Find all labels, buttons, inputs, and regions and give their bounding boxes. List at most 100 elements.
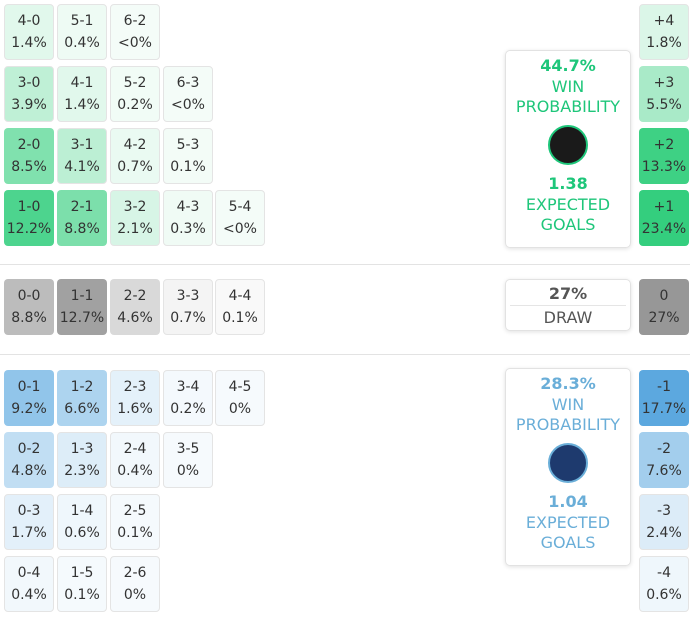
score-label: 5-1 <box>70 13 94 29</box>
score-label: 3-3 <box>176 288 200 304</box>
score-label: 3-4 <box>176 379 200 395</box>
score-label: 1-5 <box>70 565 94 581</box>
score-pct: <0% <box>118 35 152 51</box>
score-pct: 1.8% <box>646 35 682 51</box>
score-label: 2-0 <box>17 137 41 153</box>
score-pct: 0.3% <box>170 221 206 237</box>
score-pct: 12.7% <box>59 310 105 326</box>
score-pct: 13.3% <box>641 159 687 175</box>
score-cell: -2 7.6% <box>639 432 689 488</box>
team-summary: 28.3% WIN PROBABILITY 1.04 EXPECTED GOALS <box>505 368 631 566</box>
score-pct: 8.5% <box>11 159 47 175</box>
team-logo <box>548 125 588 165</box>
score-cell: 2-5 0.1% <box>110 494 160 550</box>
score-label: 0-0 <box>17 288 41 304</box>
score-pct: 0.7% <box>117 159 153 175</box>
score-cell: 5-4 <0% <box>215 190 265 246</box>
score-pct: 0% <box>123 587 147 603</box>
score-cell: 4-0 1.4% <box>4 4 54 60</box>
score-pct: <0% <box>223 221 257 237</box>
score-cell: 2-2 4.6% <box>110 279 160 335</box>
score-cell: -3 2.4% <box>639 494 689 550</box>
score-label: -3 <box>657 503 671 519</box>
score-pct: 0.6% <box>646 587 682 603</box>
score-cell: 6-2 <0% <box>110 4 160 60</box>
team-summary: 44.7% WIN PROBABILITY 1.38 EXPECTED GOALS <box>505 50 631 248</box>
score-pct: 12.2% <box>6 221 52 237</box>
score-cell: 1-2 6.6% <box>57 370 107 426</box>
score-cell: -1 17.7% <box>639 370 689 426</box>
score-label: -2 <box>657 441 671 457</box>
score-cell: 3-0 3.9% <box>4 66 54 122</box>
score-label: +4 <box>653 13 675 29</box>
score-label: 2-2 <box>123 288 147 304</box>
score-pct: 8.8% <box>11 310 47 326</box>
score-cell: 4-4 0.1% <box>215 279 265 335</box>
score-cell: 3-5 0% <box>163 432 213 488</box>
score-pct: 1.6% <box>117 401 153 417</box>
score-label: 3-1 <box>70 137 94 153</box>
score-pct: 0.6% <box>64 525 100 541</box>
score-label: 6-3 <box>176 75 200 91</box>
score-cell: 2-4 0.4% <box>110 432 160 488</box>
score-cell: 1-0 12.2% <box>4 190 54 246</box>
score-pct: 4.1% <box>64 159 100 175</box>
score-cell: 2-0 8.5% <box>4 128 54 184</box>
score-pct: 17.7% <box>641 401 687 417</box>
win-pct: 44.7% <box>540 56 596 75</box>
score-cell: 4-2 0.7% <box>110 128 160 184</box>
score-pct: 0.2% <box>170 401 206 417</box>
score-cell: 0-0 8.8% <box>4 279 54 335</box>
score-pct: 0.1% <box>222 310 258 326</box>
score-label: 5-2 <box>123 75 147 91</box>
score-pct: 0.4% <box>64 35 100 51</box>
draw-summary: 27% DRAW <box>505 279 631 331</box>
xg-label: EXPECTED GOALS <box>525 513 611 552</box>
score-label: 1-2 <box>70 379 94 395</box>
score-cell: +4 1.8% <box>639 4 689 60</box>
score-label: 0-4 <box>17 565 41 581</box>
score-pct: 5.5% <box>646 97 682 113</box>
score-cell: 3-2 2.1% <box>110 190 160 246</box>
score-label: 4-2 <box>123 137 147 153</box>
win-label: WIN PROBABILITY <box>515 77 621 116</box>
score-cell: 4-5 0% <box>215 370 265 426</box>
score-label: +3 <box>653 75 675 91</box>
score-pct: 2.4% <box>646 525 682 541</box>
score-cell: 1-5 0.1% <box>57 556 107 612</box>
score-cell: 2-1 8.8% <box>57 190 107 246</box>
score-label: 2-5 <box>123 503 147 519</box>
score-cell: 3-3 0.7% <box>163 279 213 335</box>
score-pct: <0% <box>171 97 205 113</box>
score-pct: 0.1% <box>64 587 100 603</box>
score-cell: +3 5.5% <box>639 66 689 122</box>
score-pct: 0.2% <box>117 97 153 113</box>
score-pct: 1.4% <box>64 97 100 113</box>
score-pct: 0.1% <box>170 159 206 175</box>
score-pct: 3.9% <box>11 97 47 113</box>
score-cell: 2-6 0% <box>110 556 160 612</box>
score-label: 2-3 <box>123 379 147 395</box>
score-label: 4-4 <box>228 288 252 304</box>
divider <box>0 354 690 355</box>
score-cell: 1-1 12.7% <box>57 279 107 335</box>
divider <box>0 264 690 265</box>
draw-pct: 27% <box>548 284 588 303</box>
score-pct: 0.1% <box>117 525 153 541</box>
score-cell: 4-1 1.4% <box>57 66 107 122</box>
score-pct: 2.1% <box>117 221 153 237</box>
score-pct: 4.8% <box>11 463 47 479</box>
score-label: 3-0 <box>17 75 41 91</box>
score-cell: +2 13.3% <box>639 128 689 184</box>
score-cell: 0 27% <box>639 279 689 335</box>
score-pct: 23.4% <box>641 221 687 237</box>
score-cell: 1-4 0.6% <box>57 494 107 550</box>
score-pct: 6.6% <box>64 401 100 417</box>
draw-label: DRAW <box>510 305 626 330</box>
score-label: 2-6 <box>123 565 147 581</box>
score-pct: 1.4% <box>11 35 47 51</box>
win-label: WIN PROBABILITY <box>515 395 621 434</box>
xg-value: 1.04 <box>548 492 588 511</box>
score-pct: 1.7% <box>11 525 47 541</box>
